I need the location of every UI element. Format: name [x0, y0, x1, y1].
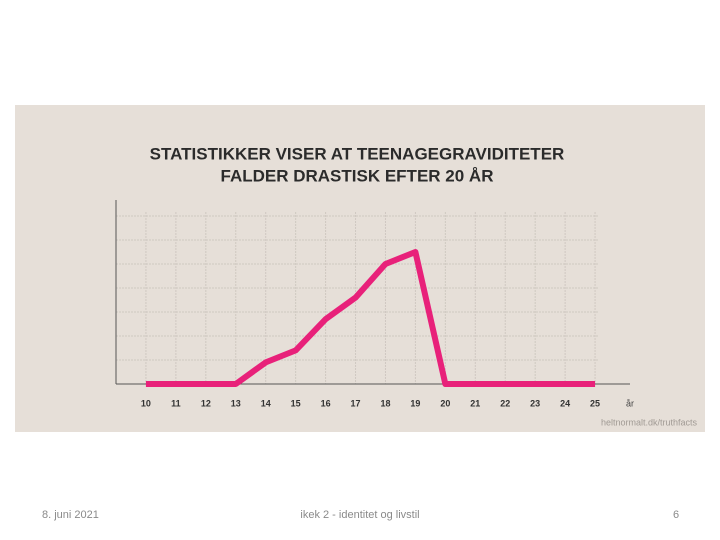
x-tick-label: 11: [171, 398, 181, 408]
x-tick-label: 12: [201, 398, 211, 408]
source: heltnormalt.dk/truthfacts: [601, 417, 698, 427]
x-tick-label: 17: [351, 398, 361, 408]
x-tick-label: 21: [470, 398, 480, 408]
x-tick-label: 20: [440, 398, 450, 408]
x-tick-label: 23: [530, 398, 540, 408]
chart-background: [15, 105, 705, 432]
footer-title: ikek 2 - identitet og livstil: [300, 509, 419, 521]
x-tick-label: 13: [231, 398, 241, 408]
page-number: 6: [673, 509, 679, 521]
data-line: [145, 249, 596, 387]
chart-title-line: STATISTIKKER VISER AT TEENAGEGRAVIDITETE…: [150, 144, 565, 163]
x-tick-label: 22: [500, 398, 510, 408]
x-tick-label: 16: [321, 398, 331, 408]
x-tick-label: 14: [261, 398, 271, 408]
x-tick-label: 15: [291, 398, 301, 408]
x-tick-label: 19: [410, 398, 420, 408]
footer-date: 8. juni 2021: [42, 509, 99, 521]
x-tick-label: 10: [141, 398, 151, 408]
x-tick-label: 24: [560, 398, 570, 408]
x-tick-label: 25: [590, 398, 600, 408]
x-tick-label: 18: [380, 398, 390, 408]
x-axis-label: år: [626, 398, 634, 408]
chart-title-line: FALDER DRASTISK EFTER 20 ÅR: [221, 166, 494, 185]
